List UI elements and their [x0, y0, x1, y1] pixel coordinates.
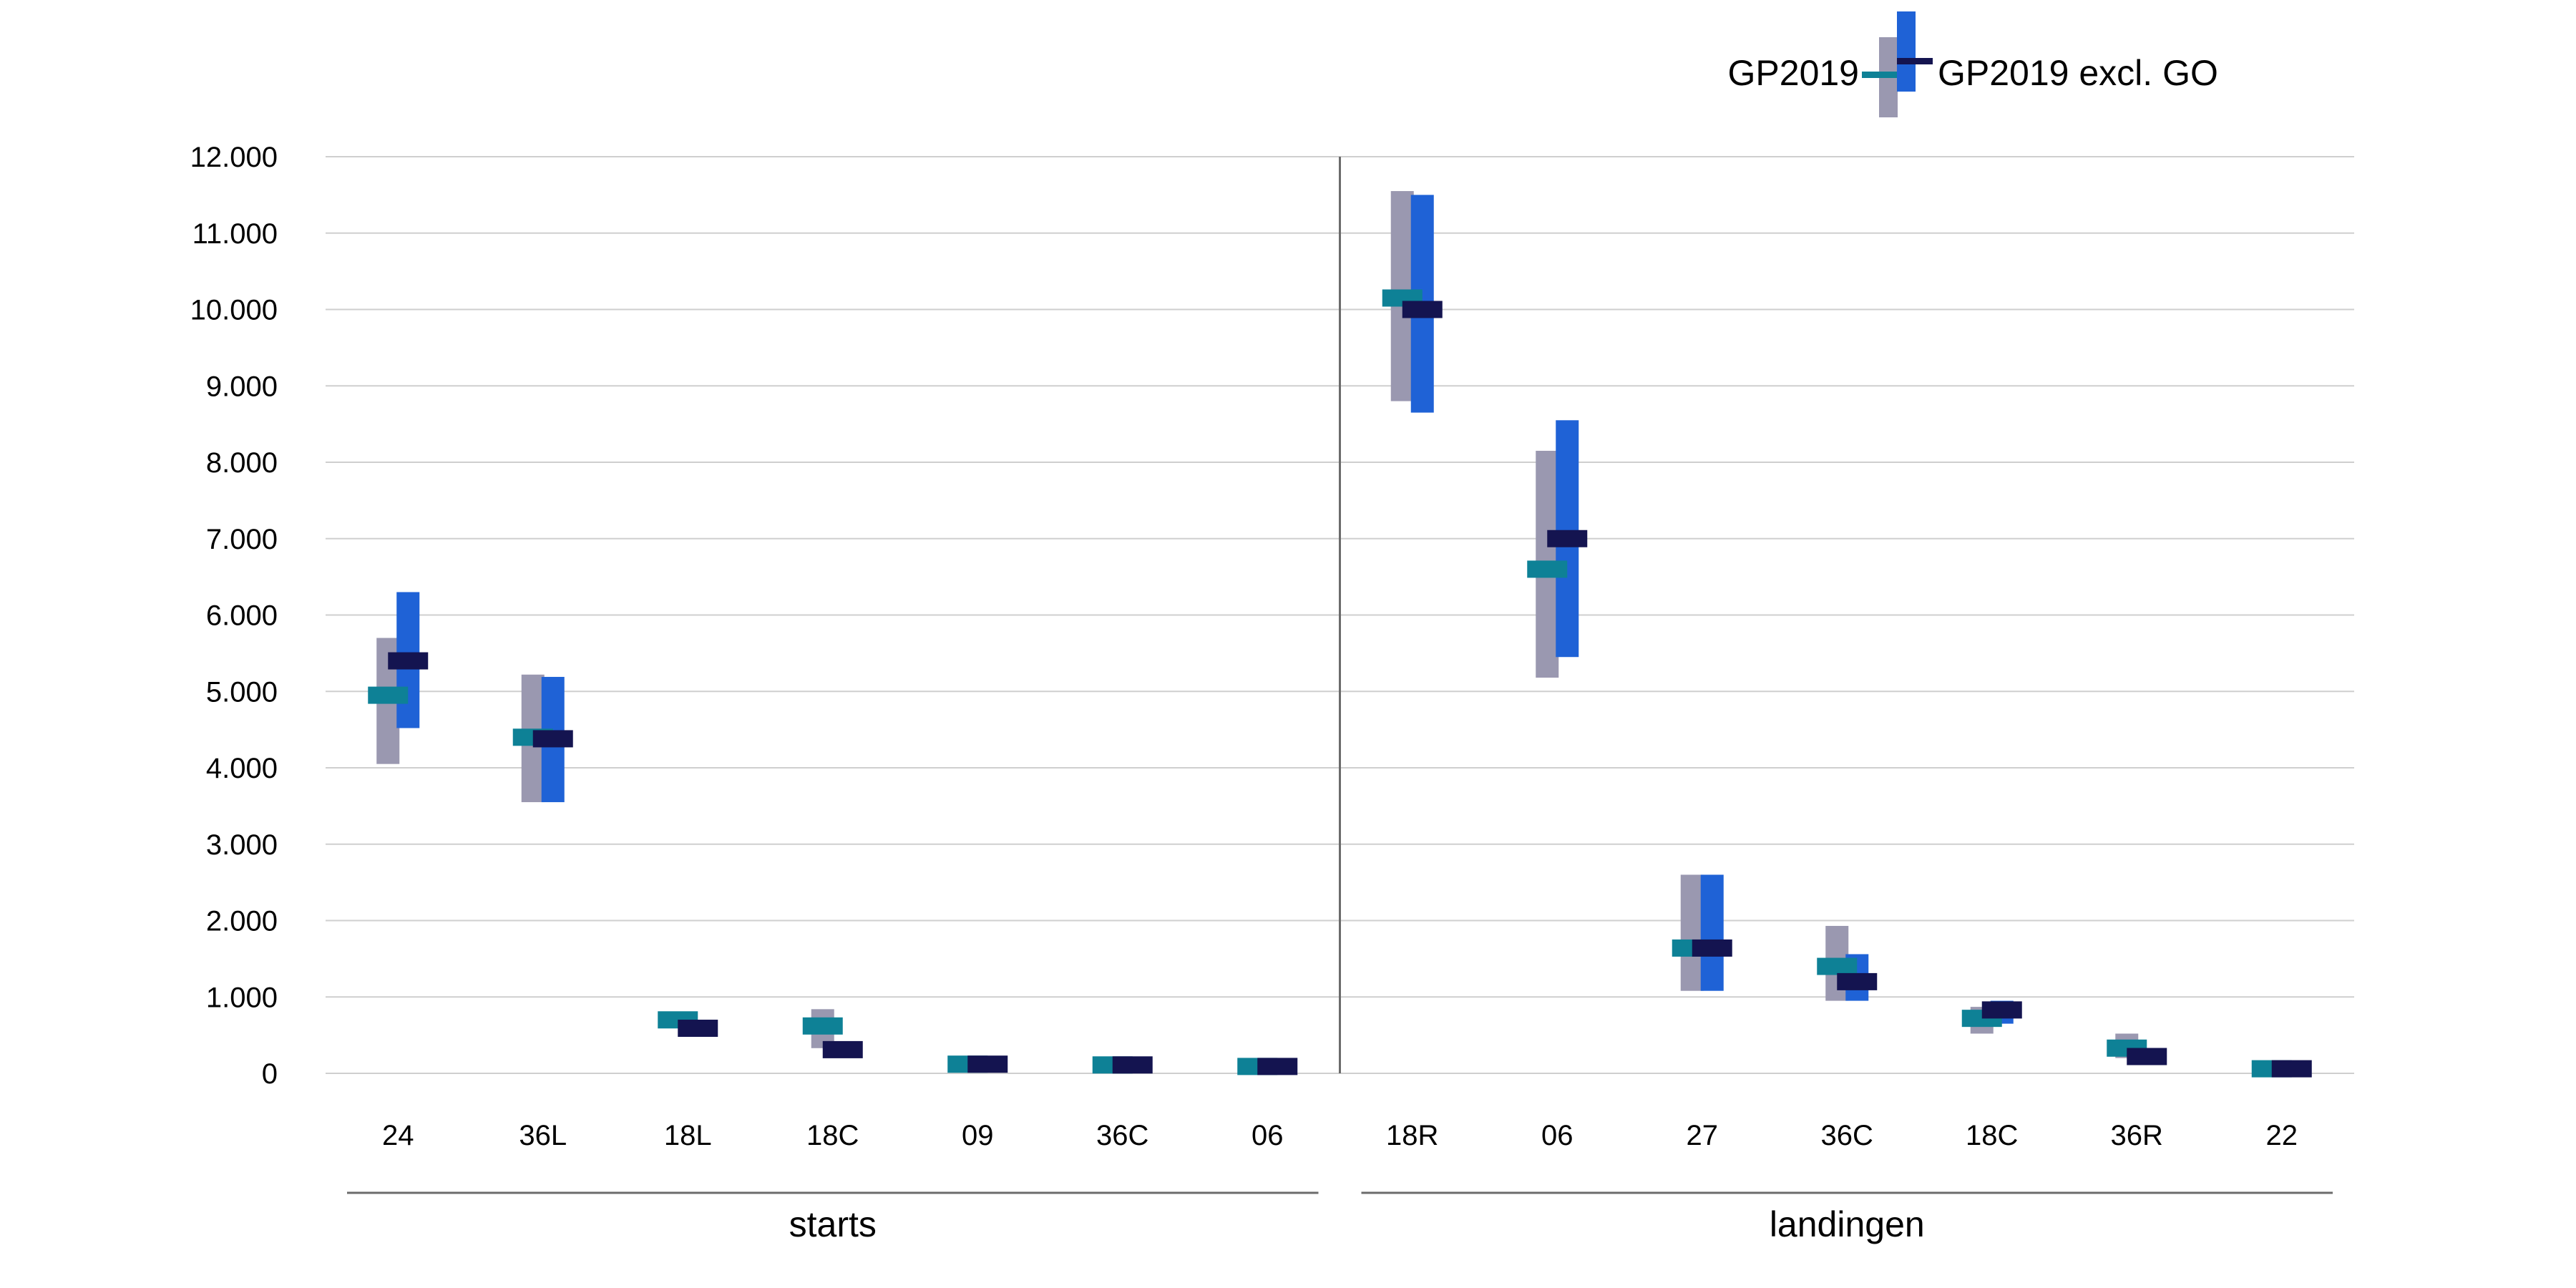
- y-tick-label: 3.000: [206, 829, 278, 861]
- mean-marker: [1527, 560, 1568, 578]
- x-tick-label: 36C: [1821, 1120, 1873, 1151]
- y-tick-label: 10.000: [190, 295, 278, 326]
- y-tick-label: 2.000: [206, 906, 278, 937]
- legend-label-gp2019-excl-go: GP2019 excl. GO: [1938, 53, 2218, 93]
- x-tick-label: 09: [962, 1120, 994, 1151]
- mean-marker: [2127, 1048, 2167, 1065]
- x-tick-label: 36R: [2111, 1120, 2163, 1151]
- y-tick-label: 1.000: [206, 982, 278, 1013]
- y-tick-label: 0: [262, 1058, 278, 1090]
- x-tick-label: 06: [1252, 1120, 1284, 1151]
- x-tick-label: 27: [1687, 1120, 1719, 1151]
- group-label: starts: [789, 1204, 877, 1244]
- legend-swatch-marker: [1862, 72, 1898, 78]
- x-tick-label: 18R: [1386, 1120, 1438, 1151]
- y-tick-label: 7.000: [206, 524, 278, 555]
- mean-marker: [1837, 972, 1878, 990]
- x-tick-label: 36C: [1096, 1120, 1148, 1151]
- mean-marker: [1257, 1058, 1298, 1075]
- mean-marker: [1981, 1001, 2022, 1019]
- mean-marker: [967, 1055, 1008, 1073]
- mean-marker: [2271, 1060, 2312, 1078]
- y-tick-label: 9.000: [206, 371, 278, 402]
- x-tick-label: 36L: [519, 1120, 567, 1151]
- x-tick-label: 22: [2266, 1120, 2298, 1151]
- x-tick-label: 18C: [1966, 1120, 2018, 1151]
- mean-marker: [822, 1040, 863, 1058]
- range-bar: [1700, 874, 1724, 991]
- mean-marker: [532, 730, 573, 748]
- gridlines: [326, 156, 2354, 1074]
- x-tick-label: 18C: [806, 1120, 859, 1151]
- y-tick-label: 4.000: [206, 753, 278, 784]
- range-bar: [1680, 874, 1704, 991]
- x-tick-label: 06: [1541, 1120, 1574, 1151]
- mean-marker: [368, 686, 409, 704]
- x-tick-label: 18L: [664, 1120, 712, 1151]
- mean-marker: [1402, 301, 1443, 318]
- mean-marker: [802, 1017, 843, 1035]
- y-tick-label: 5.000: [206, 676, 278, 708]
- legend-swatch-marker: [1897, 58, 1933, 64]
- mean-markers: [368, 289, 2312, 1078]
- legend: GP2019 GP2019 excl. GO: [1728, 11, 2218, 117]
- x-axis: 24 36L 18L 18C 09 36C 06 18R 06 27 36C 18C 36R 22 star…: [347, 1120, 2333, 1244]
- mean-marker: [1692, 939, 1732, 957]
- y-axis: 0 1.000 2.000 3.000 4.000 5.000 6.000 7.000 8.00…: [190, 142, 278, 1090]
- mean-marker: [678, 1020, 718, 1038]
- mean-marker: [1547, 530, 1588, 547]
- y-tick-label: 12.000: [190, 142, 278, 173]
- x-tick-label: 24: [382, 1120, 414, 1151]
- legend-swatch-bar: [1897, 11, 1916, 92]
- y-tick-label: 6.000: [206, 600, 278, 632]
- group-label: landingen: [1770, 1204, 1925, 1244]
- legend-label-gp2019: GP2019: [1728, 53, 1859, 93]
- mean-marker: [388, 652, 429, 670]
- y-tick-label: 11.000: [192, 218, 278, 250]
- mean-marker: [1817, 957, 1858, 975]
- y-tick-label: 8.000: [206, 447, 278, 479]
- mean-marker: [1112, 1056, 1153, 1074]
